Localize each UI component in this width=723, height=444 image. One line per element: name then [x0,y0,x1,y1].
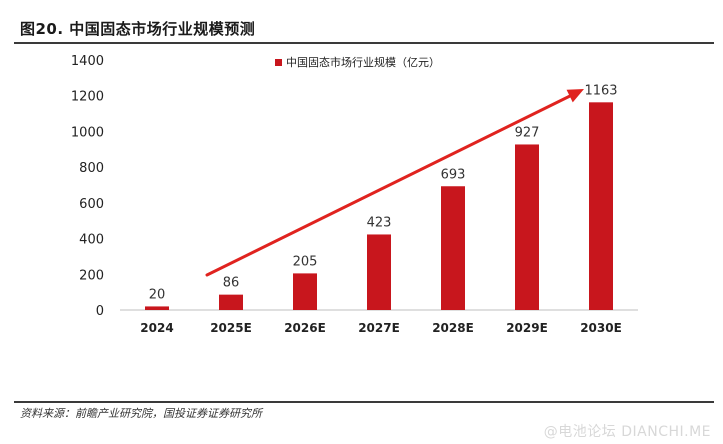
bar [293,273,317,310]
bar [219,294,243,310]
bar [441,186,465,310]
y-tick-label: 600 [79,197,104,212]
bar-value-label: 86 [223,276,240,291]
bar [145,306,169,310]
bar-value-label: 20 [149,287,166,302]
y-tick-label: 1200 [71,90,104,105]
watermark: @电池论坛 DIANCHI.ME [543,424,711,440]
source-note: 资料来源：前瞻产业研究院，国投证券证券研究所 [20,407,262,420]
bottom-rule [14,401,714,403]
y-tick-label: 400 [79,233,104,248]
y-tick-label: 1000 [71,125,104,140]
x-tick-label: 2025E [210,321,252,335]
trend-arrow-head [566,89,584,103]
bar-value-label: 693 [441,167,466,182]
y-tick-label: 200 [79,268,104,283]
bar [367,234,391,310]
x-tick-label: 2027E [358,321,400,335]
x-tick-label: 2024 [140,321,173,335]
y-tick-label: 0 [96,304,104,319]
bar-value-label: 1163 [584,83,617,98]
figure-title: 图20. 中国固态市场行业规模预测 [20,20,256,38]
x-tick-label: 2028E [432,321,474,335]
y-tick-label: 1400 [71,54,104,69]
trend-arrow-line [205,93,574,277]
bar [515,144,539,310]
legend-label: 中国固态市场行业规模（亿元） [286,55,440,69]
bar-value-label: 205 [293,254,318,269]
x-tick-label: 2030E [580,321,622,335]
legend-swatch [275,59,282,66]
x-tick-label: 2026E [284,321,326,335]
bar [589,102,613,310]
bar-value-label: 423 [367,215,392,230]
x-tick-label: 2029E [506,321,548,335]
y-tick-label: 800 [79,161,104,176]
bar-value-label: 927 [515,125,540,140]
top-rule [14,42,714,44]
